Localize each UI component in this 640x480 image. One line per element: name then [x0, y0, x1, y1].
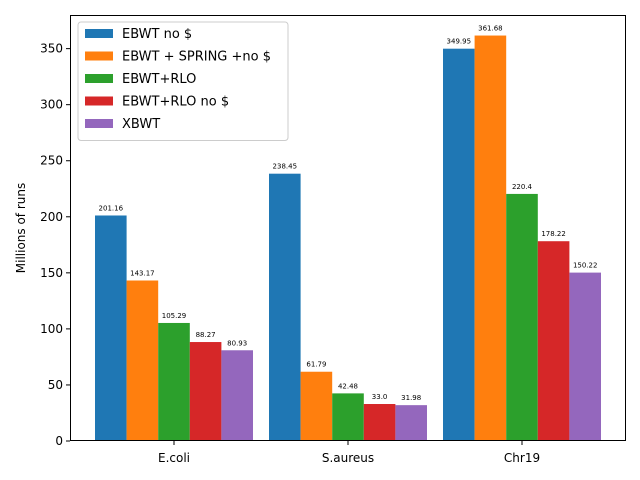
- bar-4-2: [569, 272, 601, 441]
- bars-layer: [95, 35, 601, 441]
- bar-value-label: 150.22: [573, 262, 598, 270]
- bar-2-2: [506, 193, 538, 441]
- legend-box: [77, 21, 289, 141]
- legend-label: EBWT+RLO no $: [122, 95, 229, 110]
- legend-label: EBWT no $: [122, 27, 192, 42]
- y-tick-label: 300: [40, 98, 63, 112]
- bar-value-label: 143.17: [130, 270, 155, 278]
- legend-swatch: [85, 74, 113, 83]
- bar-value-label: 33.0: [372, 393, 388, 401]
- bar-value-label: 361.68: [478, 25, 503, 33]
- bar-1-1: [300, 371, 333, 441]
- plot-frame: [70, 15, 626, 441]
- bar-value-label: 238.45: [273, 163, 298, 171]
- bar-0-1: [269, 173, 301, 441]
- y-tick-label: 350: [40, 42, 63, 56]
- legend-label: EBWT+RLO: [122, 72, 196, 87]
- bar-3-1: [363, 404, 396, 441]
- bar-0-0: [95, 215, 127, 441]
- bar-1-0: [126, 280, 159, 441]
- bar-2-0: [158, 322, 190, 441]
- bar-value-label: 61.79: [306, 361, 326, 369]
- legend-swatch: [85, 29, 113, 38]
- bar-value-label: 178.22: [541, 230, 566, 238]
- bar-value-label: 42.48: [338, 382, 358, 390]
- legend-swatch: [85, 96, 113, 106]
- bar-3-0: [189, 342, 222, 441]
- bar-value-label: 80.93: [227, 339, 247, 347]
- bar-2-1: [332, 393, 364, 441]
- legend-swatch: [85, 51, 113, 61]
- bar-0-2: [443, 48, 475, 441]
- bar-value-label: 31.98: [401, 394, 421, 402]
- y-axis-title: Millions of runs: [14, 183, 28, 273]
- bar-3-2: [537, 241, 570, 441]
- bar-value-label: 220.4: [512, 183, 533, 191]
- y-tick-label: 150: [40, 266, 63, 280]
- bar-value-label: 201.16: [99, 204, 124, 212]
- legend-swatch: [85, 119, 113, 128]
- bar-value-label: 88.27: [196, 331, 216, 339]
- bar-value-label: 349.95: [447, 38, 472, 46]
- bar-labels-layer: 201.16 238.45 349.95 143.17 61.79 361.68 105.2…: [99, 25, 598, 403]
- bar-1-2: [474, 35, 507, 441]
- y-tick-label: 100: [40, 322, 63, 336]
- x-tick-label: E.coli: [158, 451, 190, 465]
- y-tick-label: 200: [40, 210, 63, 224]
- y-axis-ticks: 0 50 100 150 200 250 300 350: [40, 42, 70, 448]
- x-axis-ticks: E.coli S.aureus Chr19: [158, 441, 540, 465]
- y-tick-label: 50: [48, 378, 63, 392]
- bar-value-label: 105.29: [162, 312, 187, 320]
- y-tick-label: 250: [40, 154, 63, 168]
- legend-label: EBWT + SPRING +no $: [122, 50, 271, 65]
- legend: EBWT no $ EBWT + SPRING +no $ EBWT+RLO EBWT…: [77, 21, 289, 141]
- bar-4-0: [221, 350, 253, 441]
- bar-4-1: [395, 405, 427, 441]
- x-tick-label: S.aureus: [322, 451, 374, 465]
- legend-label: XBWT: [122, 117, 160, 132]
- x-tick-label: Chr19: [504, 451, 540, 465]
- y-tick-label: 0: [55, 434, 63, 448]
